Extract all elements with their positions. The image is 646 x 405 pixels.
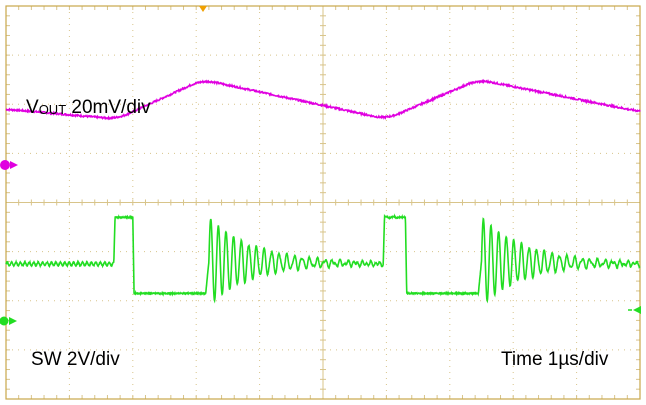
vout-trace (5, 78, 641, 121)
screen-frame (5, 5, 641, 400)
trigger-marker-icon (199, 6, 207, 12)
sw-scale-label: SW 2V/div (31, 349, 120, 370)
time-scale-label: Time 1µs/div (501, 349, 609, 370)
sw-level-marker-icon (628, 306, 641, 314)
vout-channel-marker-icon (0, 160, 18, 170)
sw-channel-marker-icon (0, 316, 17, 326)
sw-trace (5, 213, 641, 304)
vout-scale-label: VOUT 20mV/div (26, 97, 151, 118)
graticule (5, 5, 641, 400)
